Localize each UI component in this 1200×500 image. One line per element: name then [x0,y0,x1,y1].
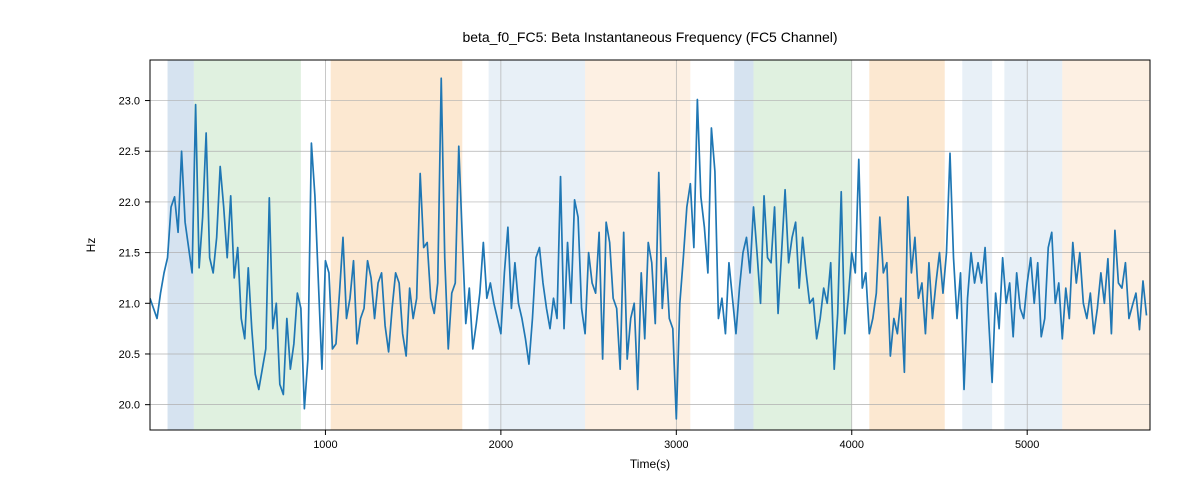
ytick-label: 20.5 [119,349,140,361]
chart-title: beta_f0_FC5: Beta Instantaneous Frequenc… [462,29,837,45]
band-region [1062,60,1150,430]
ytick-label: 22.5 [119,146,140,158]
xtick-label: 2000 [489,439,513,451]
ytick-label: 23.0 [119,96,140,108]
band-region [489,60,515,430]
band-region [168,60,194,430]
ytick-label: 21.5 [119,248,140,260]
chart-container: 1000 2000 3000 4000 5000 20.0 20.5 21.0 21.5 22.0… [0,0,1200,500]
y-axis-label: Hz [84,238,98,253]
line-chart: 1000 2000 3000 4000 5000 20.0 20.5 21.0 21.5 22.0… [0,0,1200,500]
x-axis-label: Time(s) [630,457,670,471]
band-region [1004,60,1062,430]
band-region [515,60,585,430]
xtick-label: 5000 [1015,439,1039,451]
ytick-label: 21.0 [119,298,140,310]
ytick-label: 22.0 [119,197,140,209]
xtick-label: 3000 [664,439,688,451]
band-region [962,60,992,430]
ytick-label: 20.0 [119,400,140,412]
xtick-label: 1000 [313,439,337,451]
band-region [734,60,753,430]
xtick-label: 4000 [840,439,864,451]
